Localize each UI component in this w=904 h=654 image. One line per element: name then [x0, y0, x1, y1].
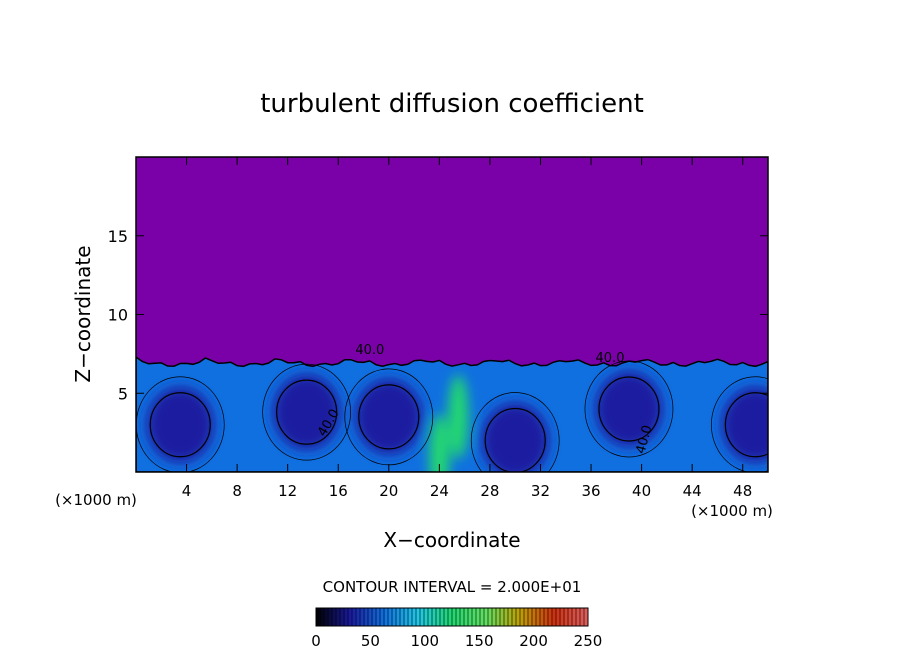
- contour-label: 40.0: [596, 351, 625, 366]
- contour-line: [724, 392, 768, 458]
- colorbar-tick-labels: 0 50 100 150 200 250: [311, 632, 602, 650]
- contour-interval-text: CONTOUR INTERVAL = 2.000E+01: [323, 578, 582, 596]
- contour-label: 40.0: [634, 424, 656, 456]
- colorbar-tick-label: 150: [465, 632, 494, 650]
- contour-line: [484, 407, 546, 472]
- eddy-cell: [448, 374, 469, 459]
- contour-label: 40.0: [355, 343, 384, 358]
- colorbar-stripes: [315, 608, 589, 626]
- x-tick-label: 8: [232, 482, 242, 500]
- chart-title: turbulent diffusion coefficient: [260, 89, 644, 119]
- contour-line: [358, 384, 420, 450]
- plot-area: 40.040.040.040.0: [136, 157, 768, 472]
- colorbar-tick-label: 250: [574, 632, 603, 650]
- x-tick-label: 16: [329, 482, 348, 500]
- x-unit-right: (×1000 m): [691, 502, 773, 520]
- x-tick-label: 32: [531, 482, 550, 500]
- x-tick-label: 4: [182, 482, 192, 500]
- x-tick-label: 28: [480, 482, 499, 500]
- x-tick-label: 24: [430, 482, 449, 500]
- eddy-cell: [594, 371, 663, 447]
- contour-line: [149, 392, 211, 458]
- contour-lines: [136, 360, 768, 472]
- y-axis: 5 10 15: [108, 227, 768, 403]
- x-tick-label: 40: [632, 482, 651, 500]
- y-tick-label: 5: [118, 384, 128, 403]
- x-unit-left: (×1000 m): [55, 491, 137, 509]
- y-tick-label: 10: [108, 306, 128, 325]
- x-tick-label: 36: [581, 482, 600, 500]
- x-axis-label: X−coordinate: [383, 528, 520, 552]
- eddy-cells: [146, 371, 768, 472]
- colorbar-tick-label: 0: [311, 632, 321, 650]
- contour-line: [711, 376, 768, 472]
- eddy-cell: [721, 386, 768, 463]
- colorbar-tick-label: 50: [361, 632, 380, 650]
- eddy-cell: [354, 378, 423, 455]
- eddy-cell: [429, 414, 450, 472]
- colorbar-tick-label: 100: [410, 632, 439, 650]
- contour-line: [276, 379, 338, 445]
- eddy-cell: [481, 402, 550, 472]
- eddy-cell: [272, 374, 341, 451]
- x-tick-label: 48: [733, 482, 752, 500]
- x-axis: 4 8 12 16 20 24 28 32 36 40 44 48: [182, 157, 752, 500]
- colorbar: 0 50 100 150 200 250: [311, 607, 602, 650]
- x-tick-label: 44: [683, 482, 702, 500]
- contour-line: [470, 392, 560, 472]
- y-axis-label: Z−coordinate: [71, 245, 95, 382]
- x-tick-label: 12: [278, 482, 297, 500]
- colorbar-tick-label: 200: [519, 632, 548, 650]
- contour-line: [262, 363, 351, 461]
- eddy-cell: [146, 386, 215, 463]
- x-tick-label: 20: [379, 482, 398, 500]
- y-tick-label: 15: [108, 227, 128, 246]
- contour-line: [598, 376, 660, 442]
- contour-line: [584, 360, 674, 458]
- colorbar-frame: [315, 607, 589, 627]
